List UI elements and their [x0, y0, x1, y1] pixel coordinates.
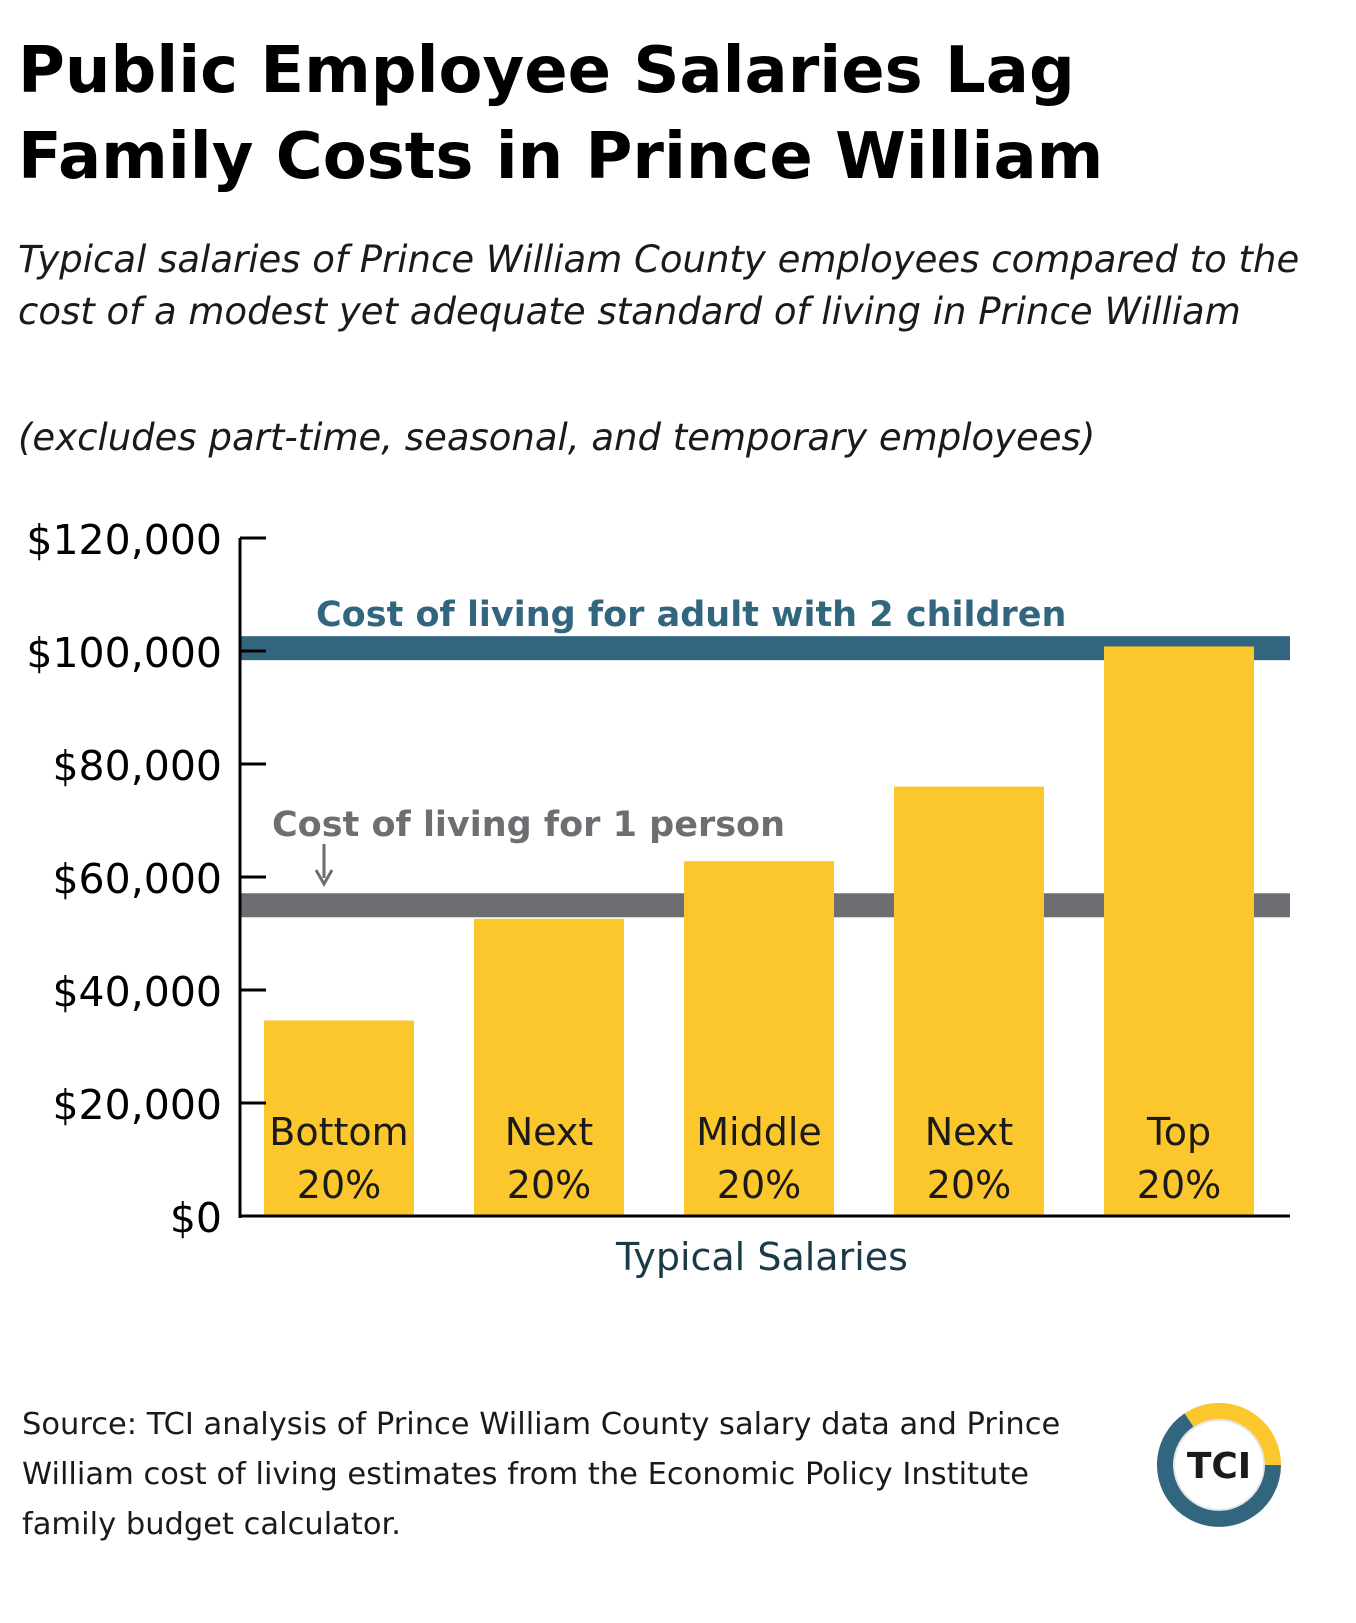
bar-label-1-line-1: Bottom — [269, 1110, 408, 1154]
bar-2 — [474, 918, 624, 1216]
title-line-2: Family Costs in Prince William — [18, 120, 1104, 194]
arrow-head — [314, 869, 334, 888]
bar-label-1-line-2: 20% — [297, 1163, 381, 1207]
y-tick-label-6: $100,000 — [26, 629, 222, 677]
bar-label-4-line-2: 20% — [927, 1163, 1011, 1207]
bar-label-4-line-1: Next — [925, 1110, 1014, 1154]
y-tick-label-7: $120,000 — [26, 516, 222, 564]
chart-note: (excludes part-time, seasonal, and tempo… — [18, 416, 1096, 459]
source-note: Source: TCI analysis of Prince William C… — [22, 1407, 1061, 1542]
bar-label-3-line-2: 20% — [717, 1163, 801, 1207]
y-tick-label-1: $0 — [170, 1194, 222, 1242]
bar-1 — [264, 1020, 414, 1216]
reference-label-1: Cost of living for adult with 2 children — [316, 595, 1066, 635]
tci-logo: TCI — [1157, 1402, 1282, 1527]
bar-label-2-line-2: 20% — [507, 1163, 591, 1207]
bar-5 — [1104, 646, 1254, 1216]
y-tick-label-5: $80,000 — [52, 742, 222, 790]
bar-label-3-line-1: Middle — [696, 1110, 822, 1154]
bar-label-5-line-1: Top — [1146, 1110, 1211, 1154]
y-tick-label-3: $40,000 — [52, 968, 222, 1016]
logo-text: TCI — [1187, 1446, 1251, 1487]
chart-title: Public Employee Salaries Lag Family Cost… — [18, 28, 1338, 200]
bar-label-5-line-2: 20% — [1137, 1163, 1221, 1207]
y-tick-label-2: $20,000 — [52, 1081, 222, 1129]
title-line-1: Public Employee Salaries Lag — [18, 34, 1075, 108]
logo-arc-yellow — [1184, 1402, 1282, 1466]
bar-label-2-line-1: Next — [505, 1110, 594, 1154]
y-tick-label-4: $60,000 — [52, 855, 222, 903]
chart-subtitle: Typical salaries of Prince William Count… — [18, 238, 1300, 333]
logo-arc-blue — [1157, 1413, 1281, 1527]
reference-label-2: Cost of living for 1 person — [272, 805, 785, 845]
bar-chart: Bottom 20% Next 20% Middle 20% Next 20% Top 20% Co… — [26, 516, 1290, 1279]
x-axis-title: Typical Salaries — [615, 1235, 908, 1279]
bar-4 — [894, 786, 1044, 1216]
bar-3 — [684, 861, 834, 1216]
